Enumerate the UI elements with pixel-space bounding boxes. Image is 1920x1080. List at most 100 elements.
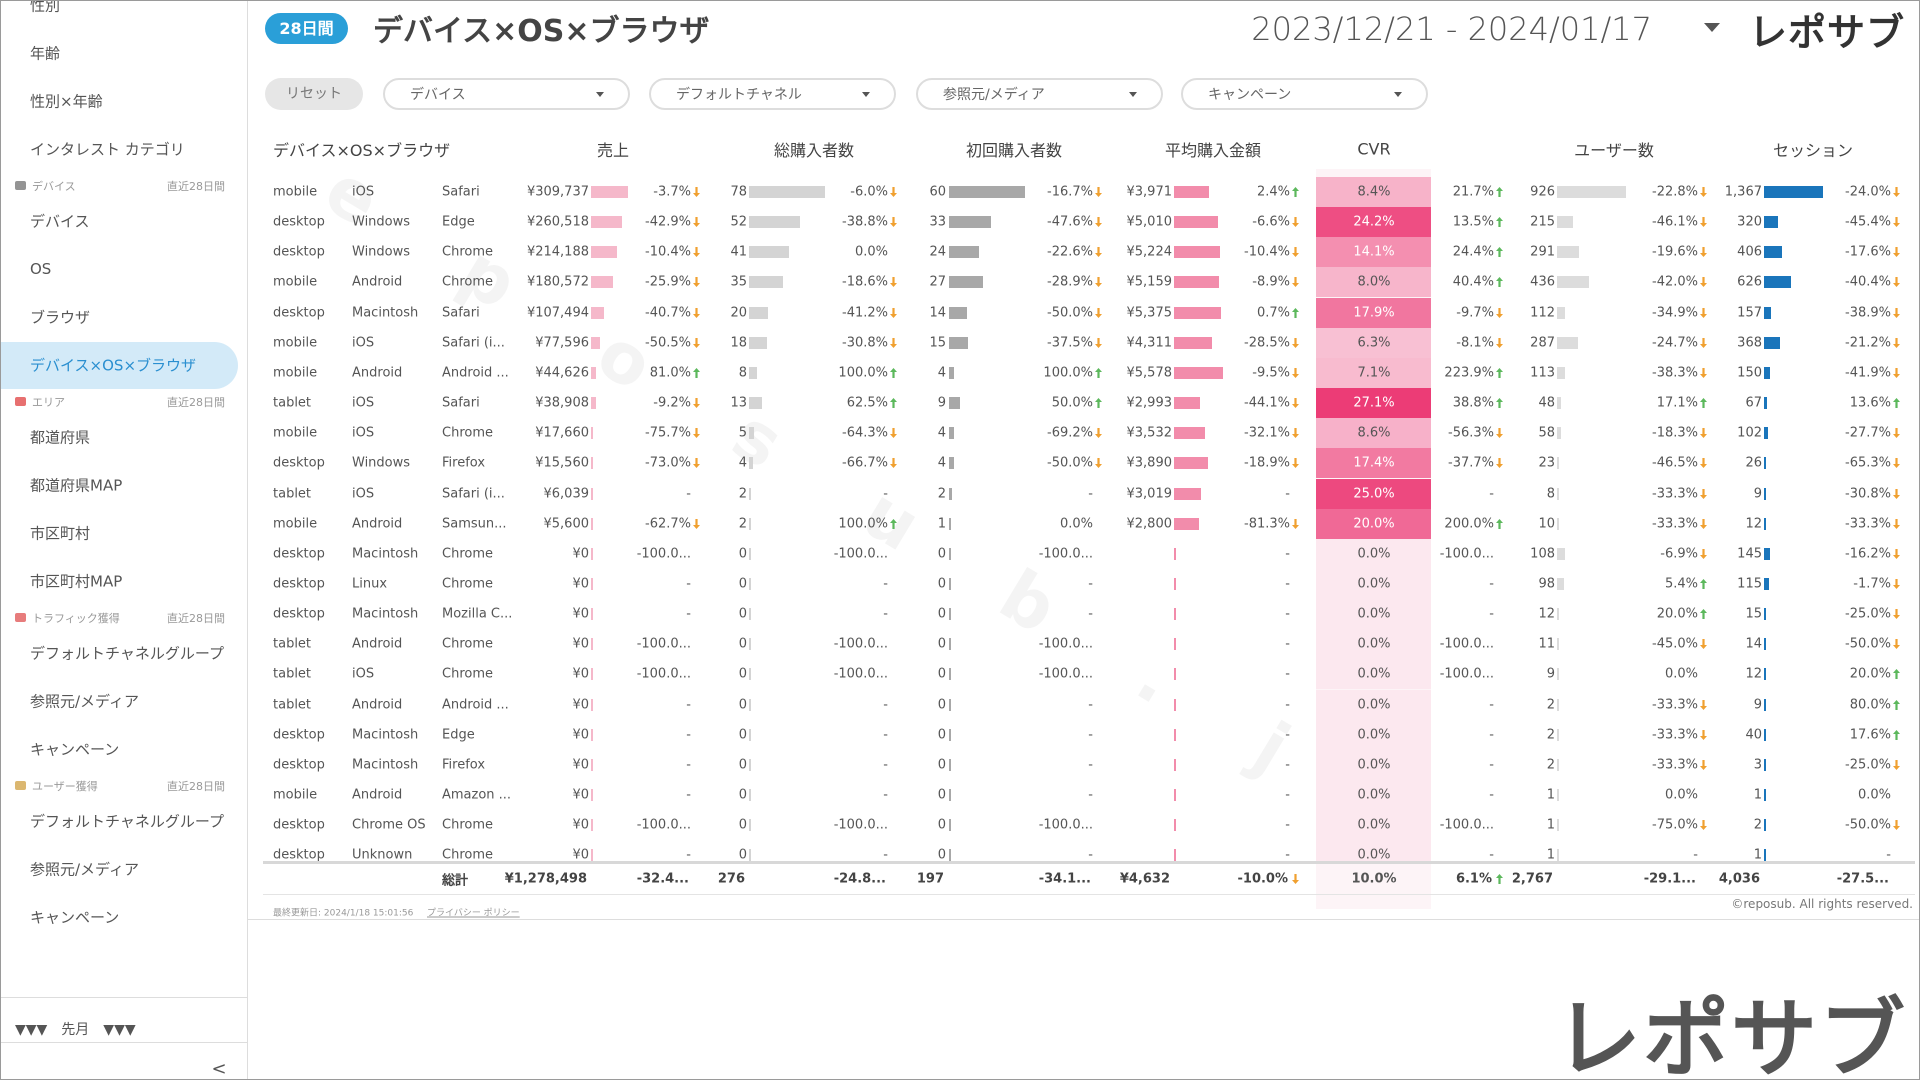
arrow-shape <box>693 428 700 439</box>
arrow-shape <box>693 217 700 228</box>
bar <box>949 336 968 349</box>
change-arrow-down <box>1095 187 1102 197</box>
change-value: -6.0% <box>850 184 888 200</box>
change-value: - <box>1088 727 1093 743</box>
metric-value: 320 <box>1737 214 1762 230</box>
change-value: - <box>1489 486 1494 501</box>
change-arrow-down <box>1893 639 1900 650</box>
change-value: -8.1% <box>1456 335 1494 351</box>
change-value: -34.9% <box>1652 305 1698 321</box>
metric-value: ¥107,494 <box>526 305 589 321</box>
filter-dropdown[interactable]: デフォルトチャネル <box>649 78 896 110</box>
bar <box>1557 186 1626 198</box>
bar <box>1174 366 1223 379</box>
nav-item[interactable]: ブラウザ <box>30 308 91 327</box>
collapse-button[interactable]: < <box>211 1058 227 1080</box>
column-header[interactable]: 売上 <box>596 141 630 160</box>
cvr-value: 14.1% <box>1353 244 1395 260</box>
bar <box>1557 758 1559 771</box>
nav-item[interactable]: キャンペーン <box>30 908 120 927</box>
nav-item[interactable]: デフォルトチャネルグループ <box>30 812 224 831</box>
bar <box>1764 577 1769 590</box>
dimension-value: Android <box>352 365 403 381</box>
date-range[interactable]: 2023/12/21 - 2024/01/17 <box>1251 10 1652 48</box>
filter-dropdown[interactable]: キャンペーン <box>1181 78 1428 110</box>
change-arrow-down <box>1893 337 1900 348</box>
privacy-link[interactable]: プライバシー ポリシー <box>427 908 520 919</box>
bar <box>1174 336 1212 349</box>
dimension-value: Safari (i... <box>442 486 505 501</box>
change-value: 100.0% <box>838 365 888 381</box>
change-value: 6.1% <box>1455 871 1492 887</box>
change-value: - <box>1088 847 1093 863</box>
nav-item[interactable]: キャンペーン <box>30 740 120 759</box>
column-header[interactable]: 平均購入金額 <box>1164 141 1262 160</box>
period-badge[interactable]: 28日間 <box>265 13 348 44</box>
nav-item[interactable]: インタレスト カテゴリ <box>30 140 185 159</box>
change-value: -38.3% <box>1652 365 1698 381</box>
cvr-value: 7.1% <box>1357 365 1391 381</box>
change-arrow-down <box>1292 337 1299 348</box>
cvr-value: 8.6% <box>1357 425 1391 441</box>
section-period: 直近28日間 <box>167 180 225 193</box>
dimension-value: iOS <box>352 666 375 682</box>
bar <box>591 216 623 229</box>
column-header[interactable]: 初回購入者数 <box>965 141 1063 160</box>
nav-item[interactable]: デバイス <box>30 212 90 231</box>
arrow-shape <box>1700 428 1707 439</box>
nav-item[interactable]: 性別 <box>30 1 61 15</box>
metric-value: ¥0 <box>572 636 589 652</box>
metric-value: 157 <box>1737 305 1762 321</box>
cvr-cell <box>1316 538 1431 569</box>
cvr-cell <box>1316 689 1431 720</box>
change-value: -42.0% <box>1652 274 1698 290</box>
arrow-shape <box>1700 217 1707 228</box>
change-arrow-down <box>890 187 897 197</box>
arrow-shape <box>1700 187 1707 197</box>
change-value: - <box>1088 606 1093 622</box>
column-header[interactable]: セッション <box>1772 141 1854 160</box>
metric-value: 14 <box>1745 636 1762 652</box>
metric-value: 4,036 <box>1718 871 1760 887</box>
cvr-cell <box>1316 177 1431 207</box>
change-value: -45.4% <box>1845 214 1891 230</box>
change-arrow-up <box>890 398 897 409</box>
nav-item[interactable]: デフォルトチャネルグループ <box>30 644 224 663</box>
metric-value: ¥5,159 <box>1126 274 1173 290</box>
dimension-value: Firefox <box>442 757 486 773</box>
nav-item[interactable]: 参照元/メディア <box>30 860 140 879</box>
column-header[interactable]: 総購入者数 <box>773 141 855 160</box>
dimension-value: Safari (i... <box>442 335 505 351</box>
metric-value: ¥15,560 <box>535 455 589 471</box>
nav-item[interactable]: 都道府県MAP <box>30 476 123 495</box>
arrow-shape <box>1095 247 1102 258</box>
reset-button[interactable]: リセット <box>265 78 363 110</box>
filter-dropdown[interactable]: デバイス <box>383 78 630 110</box>
column-header[interactable]: CVR <box>1357 139 1391 159</box>
arrow-shape <box>1700 759 1707 770</box>
bar <box>749 547 751 560</box>
nav-item[interactable]: 年齢 <box>30 44 61 63</box>
arrow-shape <box>1700 548 1707 559</box>
change-value: -100.0... <box>1038 666 1093 682</box>
nav-item[interactable]: 参照元/メディア <box>30 692 140 711</box>
change-value: - <box>1285 817 1290 833</box>
cvr-cell <box>1316 448 1431 479</box>
month-toggle[interactable]: ▼▼▼ 先月 ▼▼▼ <box>15 1022 136 1038</box>
nav-item[interactable]: 市区町村MAP <box>30 572 123 591</box>
metric-value: 2 <box>1546 757 1555 773</box>
nav-item[interactable]: 都道府県 <box>30 428 91 447</box>
nav-item[interactable]: 市区町村 <box>30 524 91 543</box>
bar <box>749 698 751 711</box>
filter-dropdown[interactable]: 参照元/メディア <box>916 78 1163 110</box>
column-header[interactable]: ユーザー数 <box>1574 141 1654 160</box>
nav-item[interactable]: 性別×年齢 <box>30 92 103 111</box>
section-icon <box>15 781 26 790</box>
change-arrow-up <box>1496 277 1503 288</box>
bar <box>591 698 593 711</box>
date-dropdown-caret[interactable] <box>1704 23 1720 33</box>
nav-item-active[interactable]: デバイス×OS×ブラウザ <box>30 356 197 375</box>
arrow-shape <box>1496 337 1503 348</box>
nav-item[interactable]: OS <box>30 260 52 278</box>
arrow-shape <box>1893 578 1900 589</box>
